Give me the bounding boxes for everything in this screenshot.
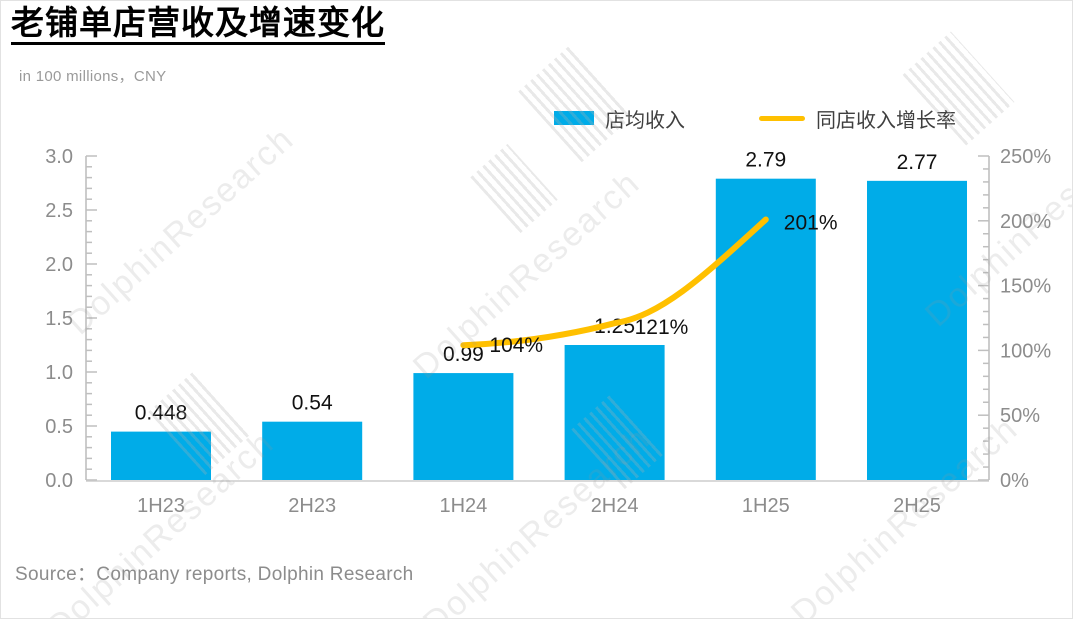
source-note: Source：Company reports, Dolphin Research xyxy=(15,564,414,585)
line-swatch-icon xyxy=(759,115,805,121)
legend-item-bar: 店均收入 xyxy=(554,103,685,133)
bar-value-label: 0.99 xyxy=(443,343,484,366)
x-axis-category-label: 1H24 xyxy=(439,495,487,517)
left-axis-tick-label: 3.0 xyxy=(45,146,73,168)
line-value-label: 121% xyxy=(635,316,689,339)
right-axis-tick-label: 100% xyxy=(1000,340,1051,362)
right-axis-tick-label: 0% xyxy=(1000,470,1029,492)
right-axis-tick-label: 250% xyxy=(1000,146,1051,168)
line-value-label: 201% xyxy=(784,212,838,235)
x-axis-category-label: 1H25 xyxy=(742,495,790,517)
legend-line-label: 同店收入增长率 xyxy=(816,109,956,132)
bar-2H24 xyxy=(564,345,665,480)
left-axis-tick-label: 1.5 xyxy=(45,308,73,330)
left-axis-tick-label: 1.0 xyxy=(45,362,73,384)
bar-value-label: 2.77 xyxy=(897,151,938,174)
legend-item-line: 同店收入增长率 xyxy=(759,103,956,133)
left-axis-tick-label: 2.0 xyxy=(45,254,73,276)
bar-swatch-icon xyxy=(554,111,594,125)
chart-title: 老铺单店营收及增速变化 xyxy=(11,4,385,46)
bar-2H25 xyxy=(867,180,967,480)
x-axis-category-label: 1H23 xyxy=(137,495,185,517)
legend-bar-label: 店均收入 xyxy=(605,109,685,132)
x-axis-category-label: 2H24 xyxy=(591,495,639,517)
line-value-label: 104% xyxy=(489,334,543,357)
x-axis-category-label: 2H25 xyxy=(893,495,941,517)
bar-value-label: 0.54 xyxy=(292,392,333,415)
left-axis-tick-label: 2.5 xyxy=(45,200,73,222)
bar-value-label: 0.448 xyxy=(135,402,188,425)
bar-value-label: 2.79 xyxy=(745,149,786,172)
growth-line xyxy=(460,216,769,349)
chart-subtitle: in 100 millions，CNY xyxy=(19,68,167,85)
bar-1H23 xyxy=(111,431,211,480)
bar-2H23 xyxy=(262,421,363,480)
left-axis-tick-label: 0.0 xyxy=(45,470,73,492)
bar-1H24 xyxy=(413,373,514,480)
right-axis-tick-label: 150% xyxy=(1000,276,1051,298)
x-axis-category-label: 2H23 xyxy=(288,495,336,517)
right-axis-tick-label: 50% xyxy=(1000,405,1040,427)
right-axis-tick-label: 200% xyxy=(1000,211,1051,233)
bar-1H25 xyxy=(715,178,816,480)
left-axis-tick-label: 0.5 xyxy=(45,416,73,438)
